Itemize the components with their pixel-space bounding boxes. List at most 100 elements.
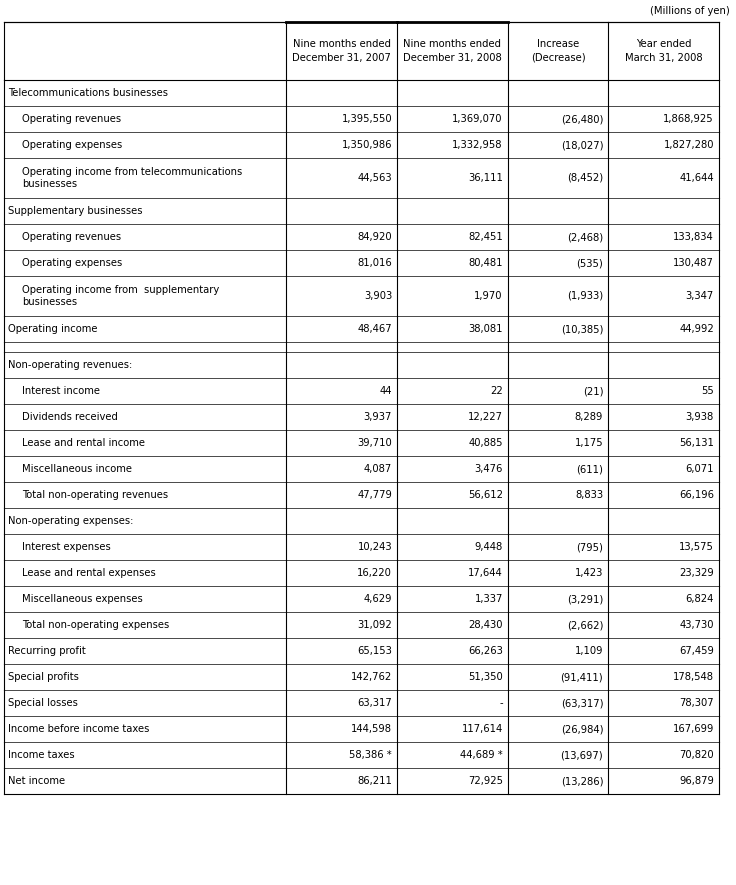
Text: Telecommunications businesses: Telecommunications businesses (8, 88, 168, 98)
Text: Total non-operating expenses: Total non-operating expenses (22, 620, 169, 630)
Text: Dividends received: Dividends received (22, 412, 118, 422)
Text: 44,563: 44,563 (358, 173, 392, 183)
Text: Year ended
March 31, 2008: Year ended March 31, 2008 (625, 39, 702, 63)
Text: 82,451: 82,451 (468, 232, 503, 242)
Text: 84,920: 84,920 (358, 232, 392, 242)
Text: Special profits: Special profits (8, 672, 79, 682)
Text: 4,087: 4,087 (364, 464, 392, 474)
Text: Non-operating revenues:: Non-operating revenues: (8, 360, 132, 370)
Text: Total non-operating revenues: Total non-operating revenues (22, 490, 168, 500)
Text: 3,937: 3,937 (364, 412, 392, 422)
Text: 144,598: 144,598 (351, 724, 392, 734)
Text: 16,220: 16,220 (357, 568, 392, 578)
Text: (26,984): (26,984) (561, 724, 604, 734)
Text: 1,337: 1,337 (475, 594, 503, 604)
Text: 17,644: 17,644 (468, 568, 503, 578)
Text: Operating expenses: Operating expenses (22, 140, 122, 150)
Text: Operating revenues: Operating revenues (22, 232, 121, 242)
Text: 117,614: 117,614 (461, 724, 503, 734)
Text: (3,291): (3,291) (567, 594, 604, 604)
Text: (91,411): (91,411) (561, 672, 604, 682)
Text: 80,481: 80,481 (468, 258, 503, 268)
Text: Income taxes: Income taxes (8, 750, 74, 760)
Text: 39,710: 39,710 (358, 438, 392, 448)
Text: Recurring profit: Recurring profit (8, 646, 86, 656)
Text: 1,970: 1,970 (474, 291, 503, 301)
Text: 56,612: 56,612 (468, 490, 503, 500)
Text: 81,016: 81,016 (358, 258, 392, 268)
Text: (795): (795) (576, 542, 604, 552)
Text: 6,071: 6,071 (685, 464, 714, 474)
Text: (21): (21) (583, 386, 604, 396)
Text: Increase
(Decrease): Increase (Decrease) (531, 39, 585, 63)
Text: 1,109: 1,109 (575, 646, 604, 656)
Text: 1,175: 1,175 (575, 438, 604, 448)
Text: Operating income from  supplementary
businesses: Operating income from supplementary busi… (22, 285, 219, 307)
Text: 44: 44 (380, 386, 392, 396)
Text: 66,263: 66,263 (468, 646, 503, 656)
Text: 96,879: 96,879 (679, 776, 714, 786)
Text: Miscellaneous expenses: Miscellaneous expenses (22, 594, 143, 604)
Text: 23,329: 23,329 (679, 568, 714, 578)
Text: Nine months ended
December 31, 2007: Nine months ended December 31, 2007 (292, 39, 392, 63)
Text: Operating revenues: Operating revenues (22, 114, 121, 124)
Text: 36,111: 36,111 (468, 173, 503, 183)
Text: 3,938: 3,938 (686, 412, 714, 422)
Text: 72,925: 72,925 (468, 776, 503, 786)
Text: 86,211: 86,211 (357, 776, 392, 786)
Text: Special losses: Special losses (8, 698, 78, 708)
Text: 65,153: 65,153 (357, 646, 392, 656)
Text: 67,459: 67,459 (679, 646, 714, 656)
Text: (1,933): (1,933) (567, 291, 604, 301)
Text: 66,196: 66,196 (679, 490, 714, 500)
Text: Operating income from telecommunications
businesses: Operating income from telecommunications… (22, 166, 242, 189)
Text: (18,027): (18,027) (561, 140, 604, 150)
Text: Net income: Net income (8, 776, 65, 786)
Text: 142,762: 142,762 (351, 672, 392, 682)
Text: -: - (499, 698, 503, 708)
Text: (611): (611) (576, 464, 604, 474)
Text: 63,317: 63,317 (358, 698, 392, 708)
Text: 8,833: 8,833 (575, 490, 604, 500)
Text: 1,350,986: 1,350,986 (342, 140, 392, 150)
Text: Lease and rental income: Lease and rental income (22, 438, 145, 448)
Text: Miscellaneous income: Miscellaneous income (22, 464, 132, 474)
Text: Interest income: Interest income (22, 386, 100, 396)
Text: 3,903: 3,903 (364, 291, 392, 301)
Text: (8,452): (8,452) (567, 173, 604, 183)
Text: Lease and rental expenses: Lease and rental expenses (22, 568, 156, 578)
Text: Supplementary businesses: Supplementary businesses (8, 206, 143, 216)
Text: Operating income: Operating income (8, 324, 97, 334)
Text: 1,423: 1,423 (575, 568, 604, 578)
Text: 38,081: 38,081 (468, 324, 503, 334)
Text: 3,476: 3,476 (475, 464, 503, 474)
Text: 48,467: 48,467 (358, 324, 392, 334)
Text: 28,430: 28,430 (468, 620, 503, 630)
Text: 8,289: 8,289 (575, 412, 604, 422)
Text: 133,834: 133,834 (673, 232, 714, 242)
Text: 70,820: 70,820 (679, 750, 714, 760)
Text: (63,317): (63,317) (561, 698, 604, 708)
Text: 1,827,280: 1,827,280 (663, 140, 714, 150)
Text: 78,307: 78,307 (679, 698, 714, 708)
Text: 58,386 *: 58,386 * (350, 750, 392, 760)
Text: (535): (535) (576, 258, 604, 268)
Text: 9,448: 9,448 (475, 542, 503, 552)
Text: 22: 22 (490, 386, 503, 396)
Text: Non-operating expenses:: Non-operating expenses: (8, 516, 133, 526)
Text: 13,575: 13,575 (679, 542, 714, 552)
Text: 10,243: 10,243 (358, 542, 392, 552)
Text: (10,385): (10,385) (561, 324, 604, 334)
Text: 47,779: 47,779 (357, 490, 392, 500)
Text: 1,369,070: 1,369,070 (453, 114, 503, 124)
Text: (Millions of yen): (Millions of yen) (650, 6, 730, 16)
Text: (13,286): (13,286) (561, 776, 604, 786)
Text: Nine months ended
December 31, 2008: Nine months ended December 31, 2008 (403, 39, 502, 63)
Text: 130,487: 130,487 (673, 258, 714, 268)
Text: Interest expenses: Interest expenses (22, 542, 110, 552)
Text: 56,131: 56,131 (679, 438, 714, 448)
Text: 40,885: 40,885 (468, 438, 503, 448)
Text: 4,629: 4,629 (364, 594, 392, 604)
Text: 12,227: 12,227 (468, 412, 503, 422)
Text: Income before income taxes: Income before income taxes (8, 724, 149, 734)
